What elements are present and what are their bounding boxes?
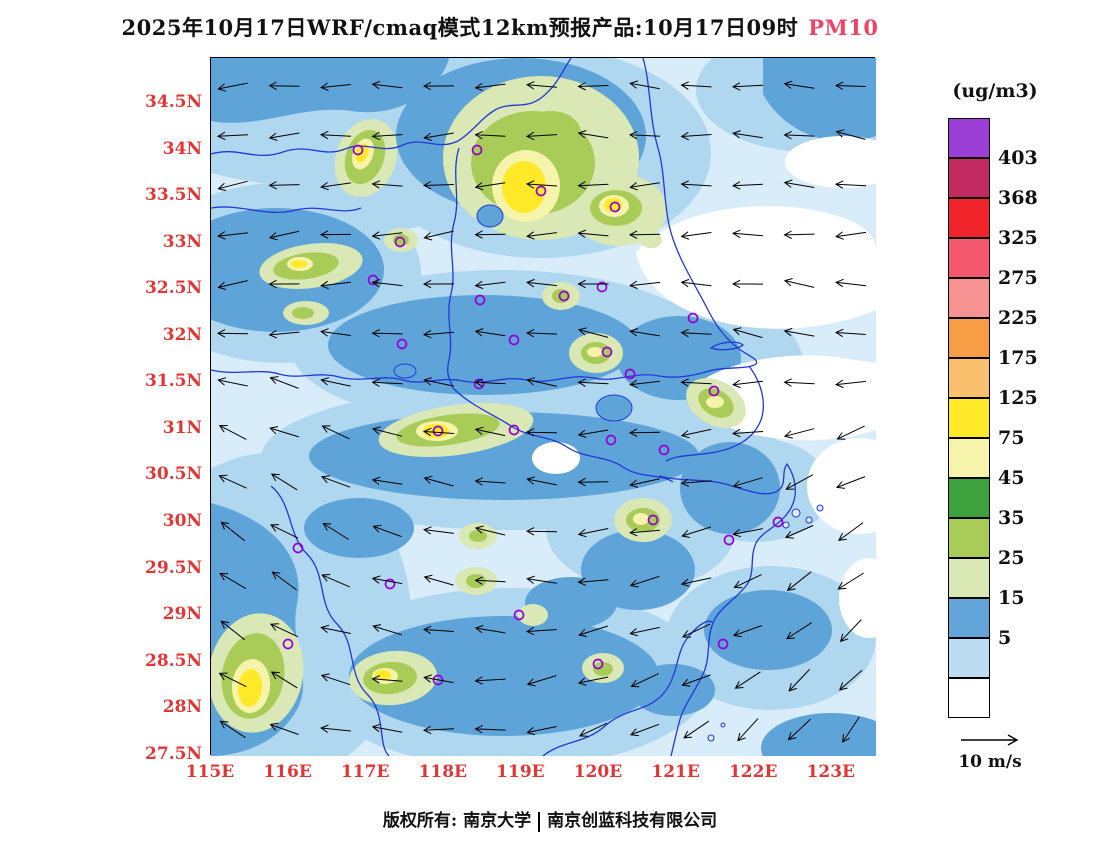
page-title: 2025年10月17日WRF/cmaq模式12km预报产品:10月17日09时 P… xyxy=(0,12,1000,42)
lat-label: 33N xyxy=(162,231,202,252)
lon-label: 119E xyxy=(496,762,545,782)
lat-label: 33.5N xyxy=(145,185,202,206)
legend-swatch xyxy=(948,118,990,158)
lat-label: 34.5N xyxy=(145,92,202,112)
lat-label: 31N xyxy=(162,417,202,438)
legend-swatch xyxy=(948,598,990,638)
legend-value: 75 xyxy=(998,427,1025,449)
lat-label: 29.5N xyxy=(145,557,202,578)
lat-label: 30.5N xyxy=(145,464,202,485)
lat-label: 27.5N xyxy=(145,743,202,764)
title-text: 2025年10月17日WRF/cmaq模式12km预报产品:10月17日09时 xyxy=(121,15,799,40)
lakes xyxy=(393,204,633,422)
legend-value: 368 xyxy=(998,187,1038,209)
species-label: PM10 xyxy=(808,15,879,40)
lon-label: 118E xyxy=(418,762,468,782)
lat-label: 32N xyxy=(162,324,202,345)
legend-swatch xyxy=(948,518,990,558)
legend-swatch xyxy=(948,398,990,438)
copyright-footer: 版权所有: 南京大学 南京创蓝科技有限公司 xyxy=(0,806,1100,832)
legend-value: 25 xyxy=(998,547,1025,569)
lat-label: 29N xyxy=(162,604,202,625)
footer-divider xyxy=(538,811,541,832)
lat-label: 28N xyxy=(162,697,202,718)
lon-label: 120E xyxy=(573,762,623,782)
footer-left: 版权所有: 南京大学 xyxy=(382,811,532,831)
lat-label: 28.5N xyxy=(145,650,202,671)
map-canvas xyxy=(211,58,876,756)
legend-swatch xyxy=(948,238,990,278)
lon-label: 121E xyxy=(651,762,700,782)
lat-label: 32.5N xyxy=(145,278,202,299)
legend-value: 225 xyxy=(998,307,1038,329)
lat-label: 31.5N xyxy=(145,371,202,392)
lat-label: 34N xyxy=(162,138,202,159)
forecast-map xyxy=(210,57,876,756)
legend-value: 325 xyxy=(998,227,1038,249)
legend-swatch xyxy=(948,558,990,598)
lon-label: 115E xyxy=(185,762,235,782)
legend-value: 5 xyxy=(998,627,1012,649)
legend-swatch xyxy=(948,358,990,398)
legend-swatch xyxy=(948,278,990,318)
lon-label: 122E xyxy=(728,762,778,782)
islands xyxy=(707,504,824,742)
wind-reference: 10 m/s xyxy=(945,728,1035,772)
legend-swatch xyxy=(948,318,990,358)
lon-label: 116E xyxy=(263,762,312,782)
legend-value: 275 xyxy=(998,267,1038,289)
wind-arrows xyxy=(216,80,867,743)
legend-swatch xyxy=(948,438,990,478)
legend-swatch xyxy=(948,478,990,518)
legend-value: 403 xyxy=(998,147,1038,169)
legend-swatch xyxy=(948,158,990,198)
wind-reference-arrow-icon xyxy=(961,734,1019,746)
legend-swatch xyxy=(948,678,990,718)
legend-swatch xyxy=(948,198,990,238)
lon-label: 117E xyxy=(340,762,390,782)
legend-value: 175 xyxy=(998,347,1038,369)
legend-units-label: (ug/m3) xyxy=(952,80,1038,102)
legend-value: 45 xyxy=(998,467,1025,489)
legend-swatch xyxy=(948,638,990,678)
wind-reference-label: 10 m/s xyxy=(958,752,1022,772)
lon-label: 123E xyxy=(806,762,856,782)
legend-value: 35 xyxy=(998,507,1025,529)
legend-value: 125 xyxy=(998,387,1038,409)
city-markers xyxy=(282,144,784,686)
lat-label: 30N xyxy=(162,510,202,531)
province-boundaries xyxy=(211,58,797,756)
legend-value: 15 xyxy=(998,587,1025,609)
footer-right: 南京创蓝科技有限公司 xyxy=(547,811,718,831)
